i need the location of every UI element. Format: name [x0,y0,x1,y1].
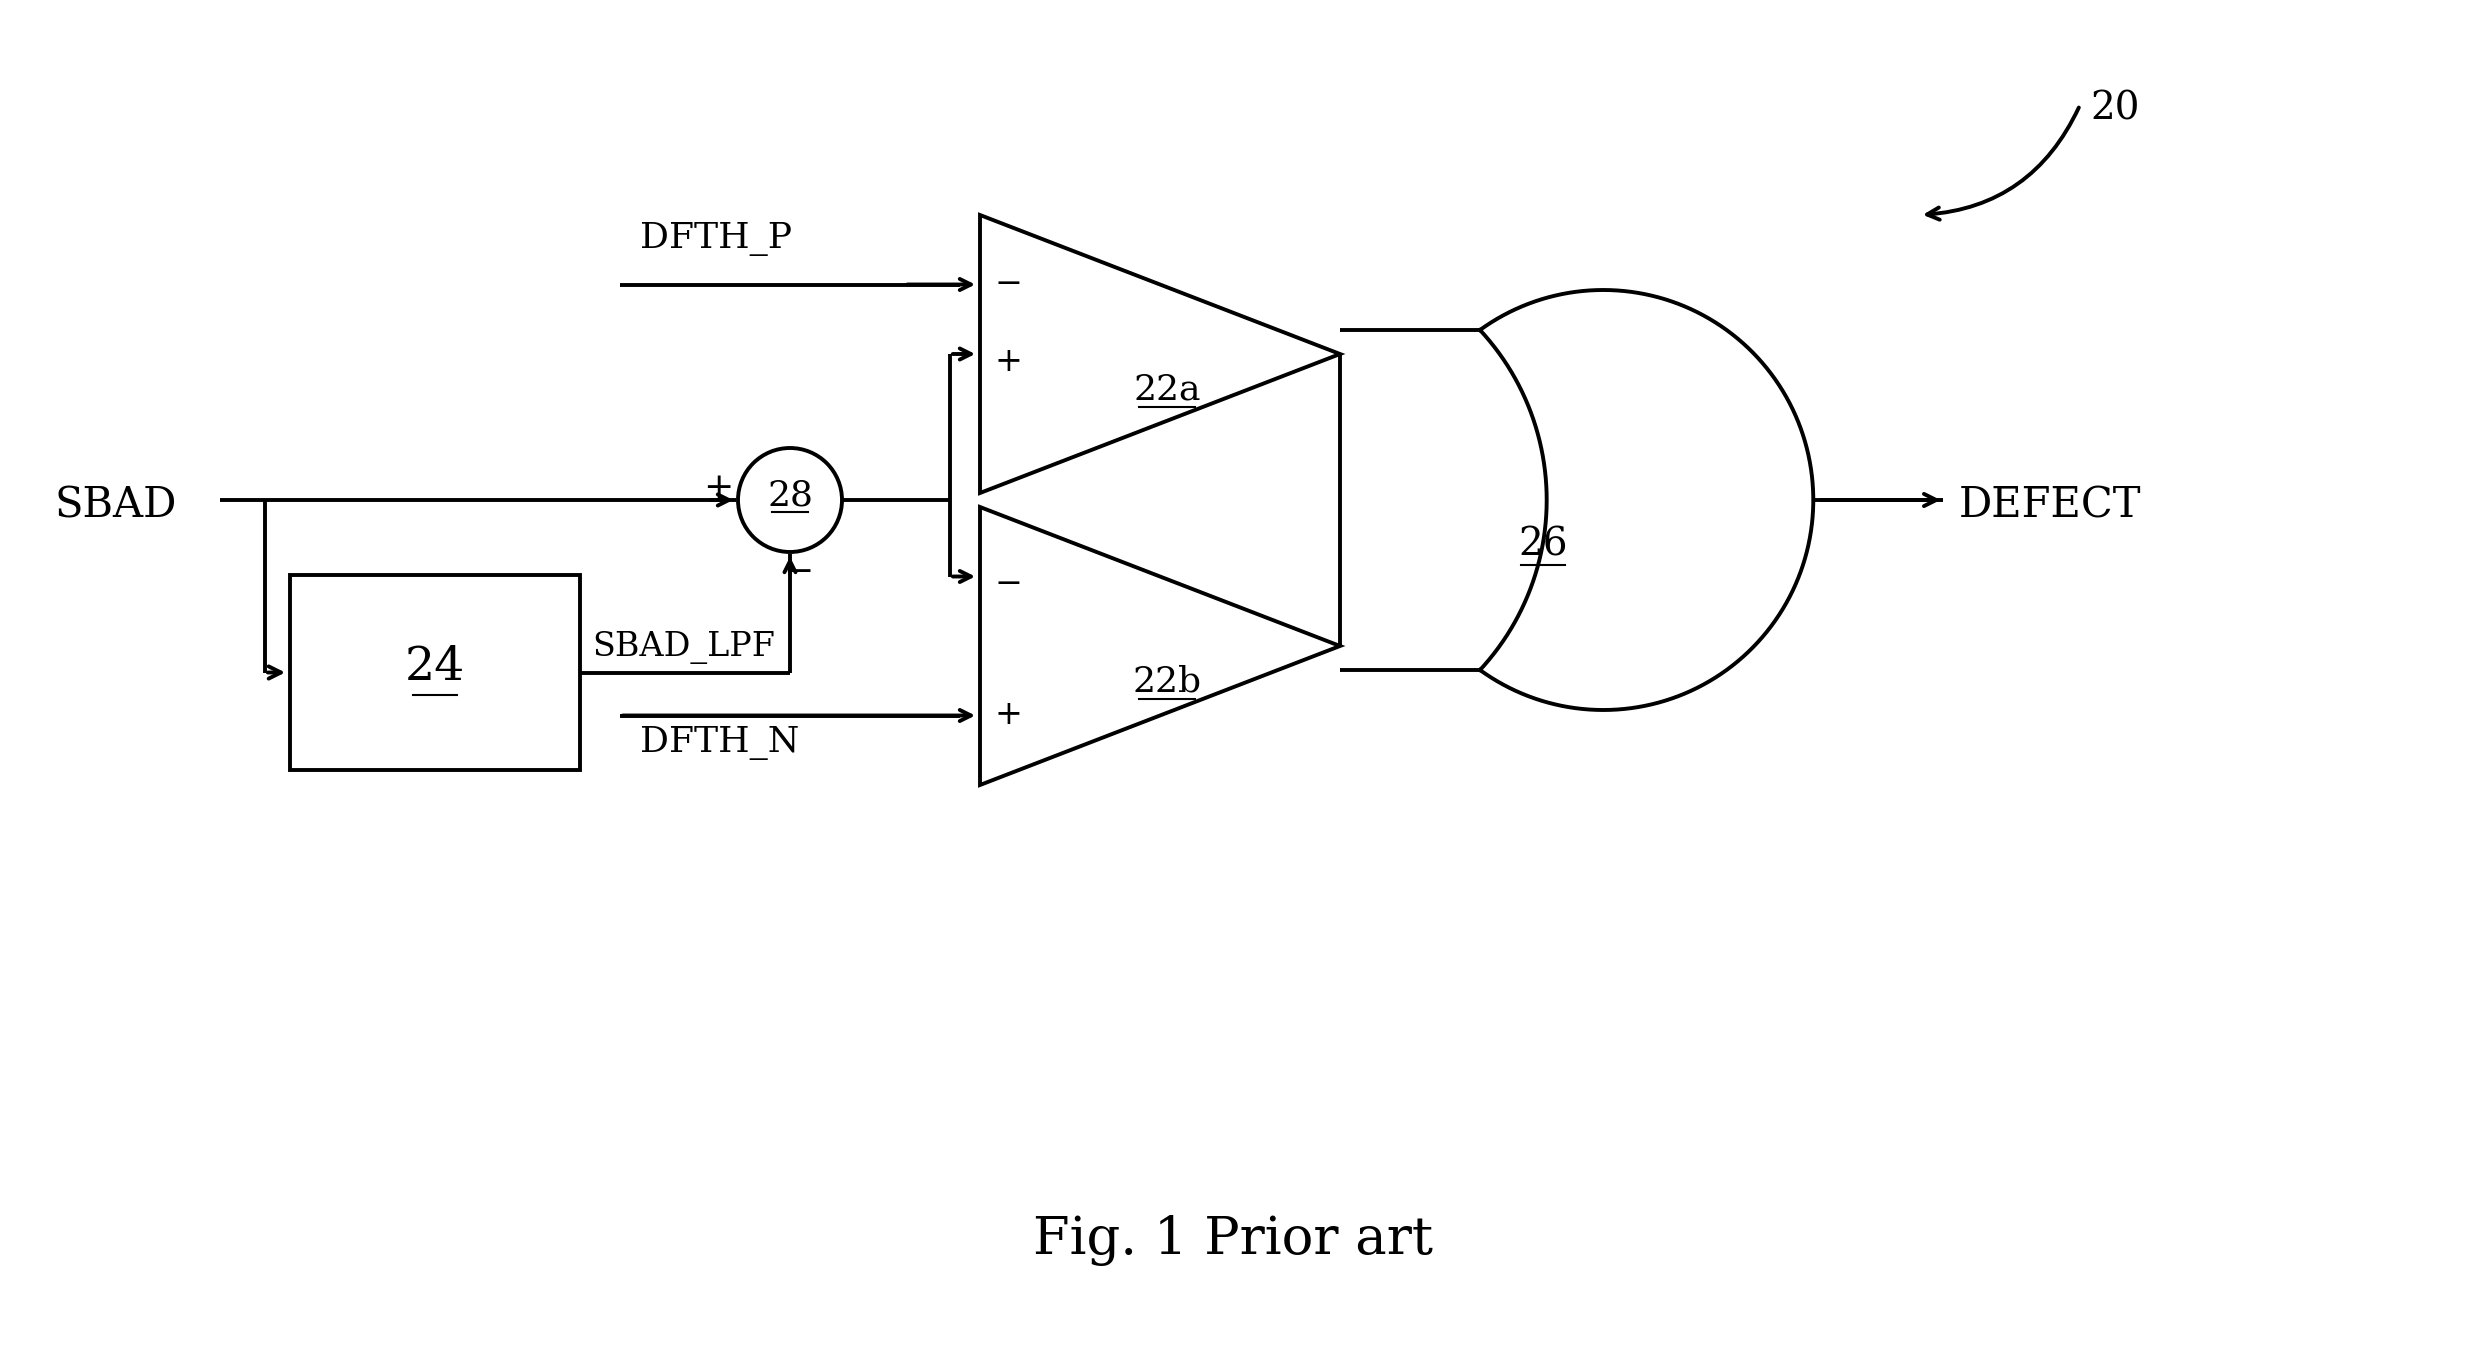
Text: 26: 26 [1520,527,1569,563]
Bar [291,576,580,770]
Text: 22a: 22a [1132,372,1201,407]
Text: −: − [994,569,1024,600]
Text: 24: 24 [405,644,466,690]
Text: SBAD_LPF: SBAD_LPF [592,631,775,665]
Text: 28: 28 [767,478,814,512]
Text: +: + [994,700,1024,731]
Text: Fig. 1 Prior art: Fig. 1 Prior art [1034,1215,1433,1266]
Text: −: − [782,555,814,589]
Text: DFTH_P: DFTH_P [639,223,792,257]
Text: +: + [703,471,733,505]
Text: +: + [994,346,1024,378]
Polygon shape [979,215,1340,493]
Text: SBAD: SBAD [54,484,178,526]
Text: −: − [994,269,1024,300]
Polygon shape [979,507,1340,785]
Text: 20: 20 [2090,91,2139,127]
Text: DFTH_N: DFTH_N [639,725,799,759]
Text: DEFECT: DEFECT [1959,484,2141,526]
Text: 22b: 22b [1132,663,1201,698]
